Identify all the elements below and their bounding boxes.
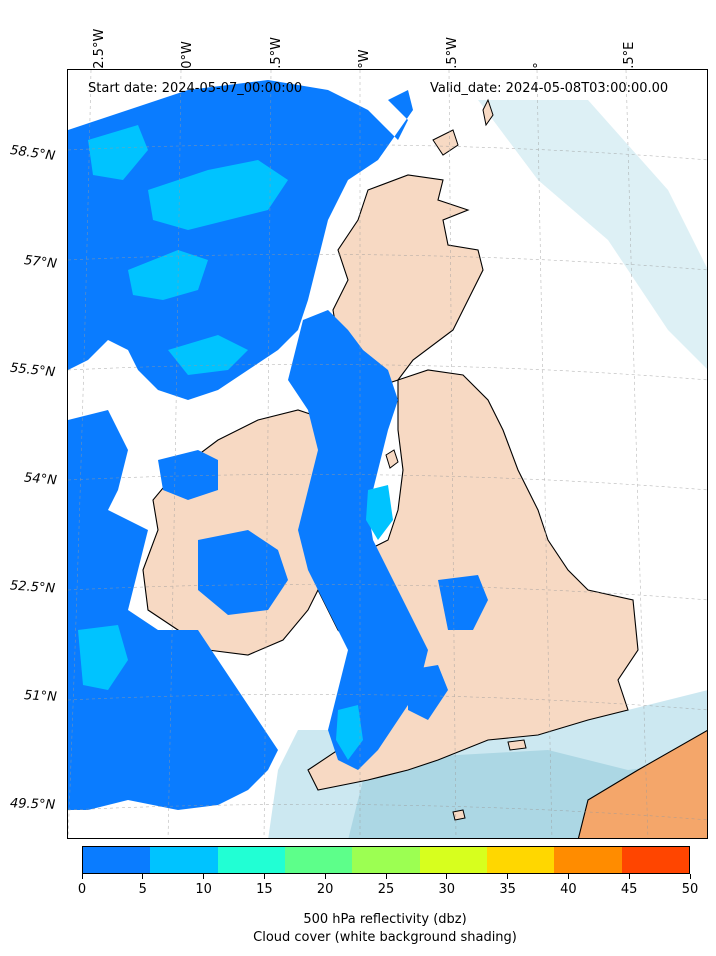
reflectivity-cell-cornwall <box>408 665 448 720</box>
start-date-label: Start date: 2024-05-07_00:00:00 <box>88 81 303 96</box>
colorbar-tick <box>203 874 205 879</box>
reflectivity-cyan-central <box>168 335 248 375</box>
colorbar-tick <box>324 874 326 879</box>
colorbar-segment <box>486 847 555 873</box>
land-scotland <box>332 174 484 391</box>
colorbar-tick-label: 0 <box>77 882 87 897</box>
lat-label-57n: 57°N <box>23 253 58 272</box>
reflectivity-band-west <box>68 80 413 400</box>
reflectivity-cell-ireland-south <box>198 530 288 615</box>
colorbar-segment <box>284 847 353 873</box>
colorbar-segment <box>621 847 689 873</box>
colorbar <box>82 846 690 874</box>
colorbar-tick-label: 30 <box>438 882 456 897</box>
colorbar-segment <box>352 847 420 873</box>
reflectivity-cyan-southwest <box>78 625 128 690</box>
colorbar-tick <box>385 874 387 879</box>
colorbar-label-line2: Cloud cover (white background shading) <box>253 930 517 945</box>
sea-clear-shading-north <box>478 100 707 369</box>
lat-label-58-5n: 58.5°N <box>9 142 56 165</box>
shetland <box>482 98 494 127</box>
map-panel[interactable]: Start date: 2024-05-07_00:00:00 Valid_da… <box>67 69 708 839</box>
reflectivity-cyan-irish-sea <box>366 485 393 540</box>
colorbar-segment <box>217 847 285 873</box>
isle-of-wight <box>507 739 527 751</box>
reflectivity-cell-ireland-north <box>158 450 218 500</box>
colorbar-segment <box>83 847 151 873</box>
colorbar-tick <box>81 874 83 879</box>
orkney <box>432 129 459 156</box>
lat-label-55-5n: 55.5°N <box>9 360 56 381</box>
channel-islands <box>452 809 466 821</box>
reflectivity-cyan-west <box>128 250 208 300</box>
colorbar-tick-label: 15 <box>256 882 273 897</box>
colorbar-tick-label: 10 <box>195 882 212 897</box>
lat-label-52-5n: 52.5°N <box>9 578 56 597</box>
lat-label-51n: 51°N <box>23 688 58 705</box>
lat-label-49-5n: 49.5°N <box>9 796 56 813</box>
reflectivity-cyan-northcentral <box>148 160 288 230</box>
reflectivity-cell-north-sea <box>438 575 488 630</box>
isle-of-man <box>385 449 399 469</box>
colorbar-tick-label: 50 <box>681 882 699 897</box>
reflectivity-cyan-north <box>88 125 148 180</box>
colorbar-tick <box>263 874 265 879</box>
france-coastline <box>577 729 707 838</box>
weather-map <box>68 70 707 838</box>
reflectivity-band-irish-sea <box>288 310 428 770</box>
colorbar-tick-label: 40 <box>560 882 577 897</box>
colorbar-tick <box>628 874 630 879</box>
colorbar-tick-label: 20 <box>316 882 334 897</box>
colorbar-tick <box>689 874 691 879</box>
colorbar-tick-label: 35 <box>499 882 516 897</box>
colorbar-tick <box>507 874 509 879</box>
colorbar-tick <box>567 874 569 879</box>
colorbar-tick-label: 5 <box>138 882 147 897</box>
colorbar-segment <box>150 847 218 873</box>
continent-france <box>578 730 707 838</box>
graticule <box>68 70 707 838</box>
colorbar-segment <box>554 847 622 873</box>
colorbar-tick <box>142 874 144 879</box>
colorbar-tick-label: 45 <box>620 882 638 897</box>
colorbar-segment <box>419 847 487 873</box>
reflectivity-cyan-south <box>336 705 363 760</box>
reflectivity-band-southwest <box>68 410 278 810</box>
colorbar-tick <box>446 874 448 879</box>
colorbar-label-line1: 500 hPa reflectivity (dbz) <box>303 912 467 927</box>
colorbar-tick-label: 25 <box>377 882 395 897</box>
valid-date-label: Valid_date: 2024-05-08T03:00:00.00 <box>430 81 669 96</box>
lat-label-54n: 54°N <box>23 470 58 489</box>
